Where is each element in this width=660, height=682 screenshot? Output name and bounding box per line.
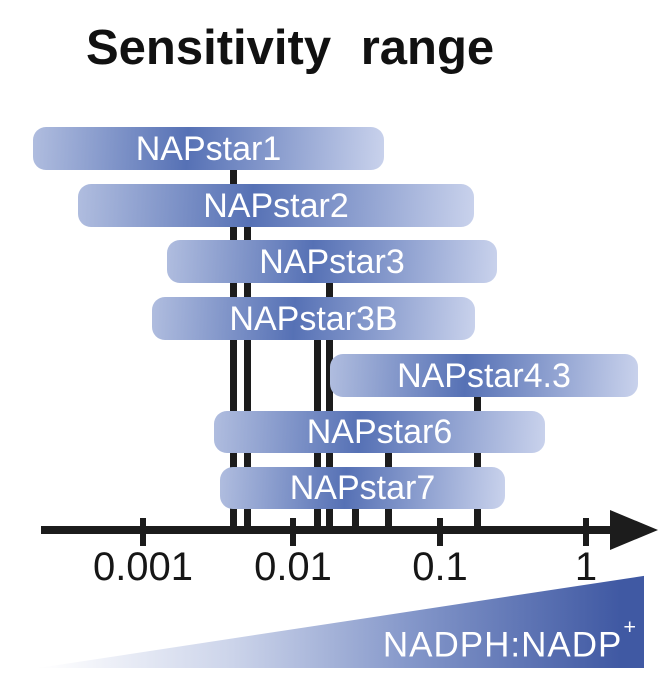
- sensor-bar-napstar3: NAPstar3: [167, 240, 497, 283]
- sensor-bar-label: NAPstar4.3: [397, 356, 571, 395]
- sensor-bar-napstar4.3: NAPstar4.3: [330, 354, 638, 397]
- superscript-plus: +: [623, 614, 637, 640]
- x-axis-tick-label-0.01: 0.01: [254, 545, 332, 589]
- sensor-bar-napstar2: NAPstar2: [78, 184, 474, 227]
- x-axis-line: [41, 526, 621, 534]
- x-axis-tick-label-0.001: 0.001: [92, 545, 194, 589]
- chart-title: Sensitivity range: [86, 21, 495, 75]
- sensor-bar-napstar3b: NAPstar3B: [152, 297, 475, 340]
- x-axis-arrowhead-icon: [610, 510, 658, 550]
- marker-line-napstar1: [230, 149, 237, 534]
- sensor-bar-napstar7: NAPstar7: [220, 467, 505, 509]
- sensor-bar-label: NAPstar1: [135, 129, 282, 168]
- marker-line-napstar3: [326, 262, 333, 534]
- sensor-bar-label: NAPstar7: [289, 469, 436, 507]
- sensor-bar-label: NAPstar3B: [229, 299, 398, 338]
- sensor-bar-napstar1: NAPstar1: [33, 127, 384, 170]
- x-axis-tick-label-0.1: 0.1: [412, 545, 468, 589]
- sensor-bar-label: NAPstar6: [306, 413, 453, 451]
- ratio-axis-label-text: NADPH:NADP: [382, 625, 623, 665]
- x-axis-tick-label-1: 1: [574, 545, 598, 589]
- sensor-bar-napstar6: NAPstar6: [214, 411, 545, 453]
- marker-line-napstar7: [352, 488, 359, 534]
- sensor-bar-label: NAPstar3: [259, 242, 405, 281]
- marker-line-napstar2: [244, 206, 251, 534]
- sensor-bar-label: NAPstar2: [203, 186, 349, 225]
- marker-line-napstar4.3: [474, 376, 481, 534]
- ratio-axis-label: NADPH:NADP+: [382, 614, 636, 666]
